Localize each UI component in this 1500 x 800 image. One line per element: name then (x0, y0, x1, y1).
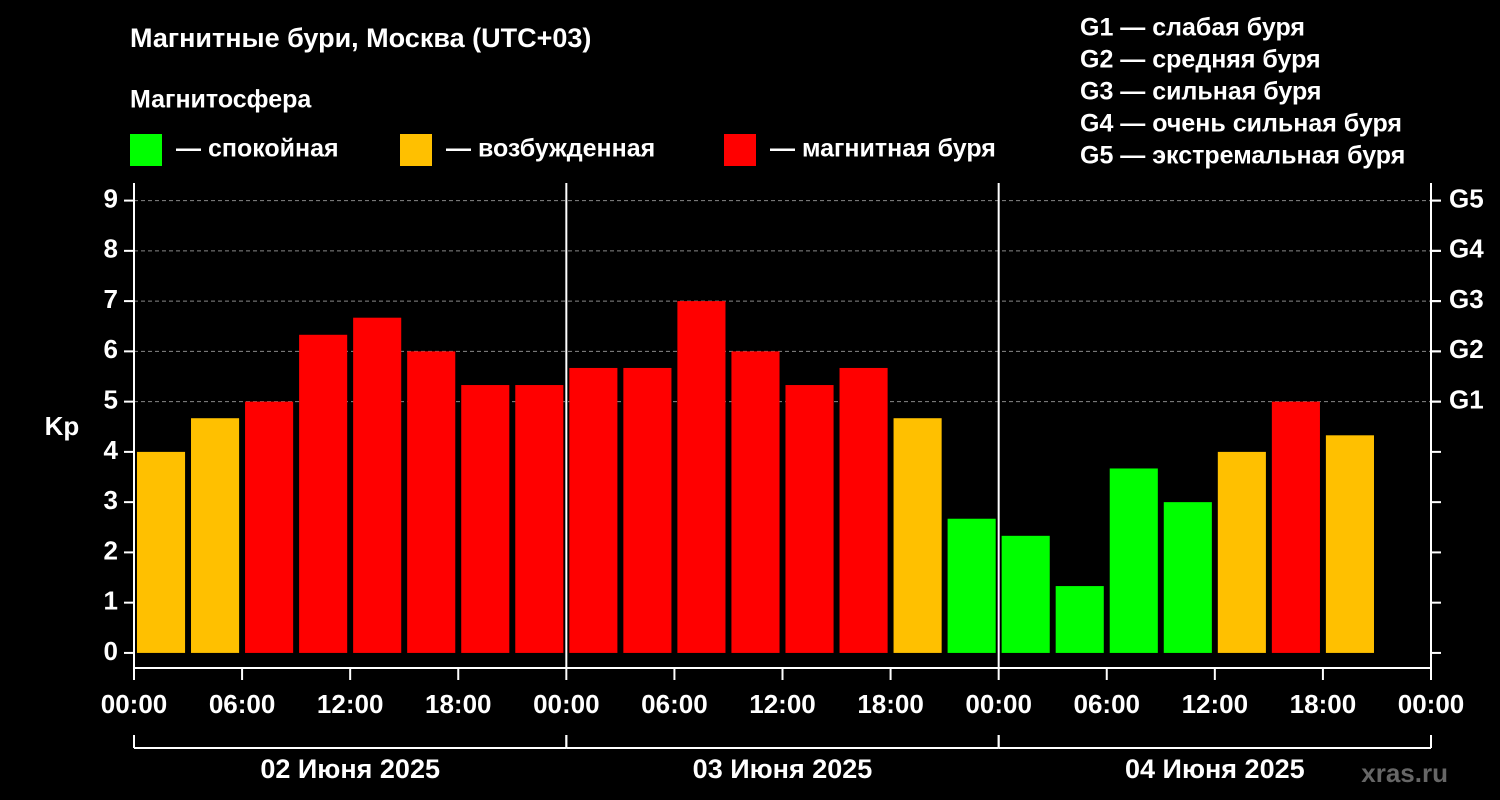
bar (461, 385, 510, 653)
bar (731, 351, 780, 653)
bar (1109, 468, 1158, 653)
storm-level: G4 — очень сильная буря (1080, 110, 1402, 138)
y-tick-label: 3 (104, 485, 118, 515)
x-tick-label: 12:00 (1182, 689, 1249, 719)
legend-swatch (724, 134, 756, 166)
y-tick-label: 2 (104, 535, 118, 565)
bar (677, 301, 726, 653)
x-tick-label: 12:00 (749, 689, 816, 719)
x-tick-label: 06:00 (641, 689, 708, 719)
storm-level: G3 — сильная буря (1080, 78, 1322, 106)
y-tick-label: 9 (104, 183, 118, 213)
x-tick-label: 18:00 (857, 689, 924, 719)
bar (1271, 401, 1320, 653)
x-tick-label: 12:00 (317, 689, 384, 719)
bar (947, 518, 996, 653)
y-tick-label: 1 (104, 586, 118, 616)
bar (893, 418, 942, 653)
bar (569, 367, 618, 653)
x-tick-label: 00:00 (1398, 689, 1465, 719)
bar (839, 367, 888, 653)
y-tick-label: 0 (104, 636, 118, 666)
x-tick-label: 06:00 (1074, 689, 1141, 719)
bar (1163, 502, 1212, 653)
y-tick-label: 7 (104, 284, 118, 314)
x-tick-label: 00:00 (965, 689, 1032, 719)
legend-label: — возбужденная (446, 135, 655, 163)
y2-tick-label: G2 (1449, 334, 1484, 364)
chart-title: Магнитные бури, Москва (UTC+03) (130, 23, 591, 53)
legend-swatch (130, 134, 162, 166)
storm-level: G5 — экстремальная буря (1080, 142, 1405, 170)
storm-level: G2 — средняя буря (1080, 46, 1321, 74)
y2-tick-label: G5 (1449, 183, 1484, 213)
watermark: xras.ru (1361, 758, 1448, 788)
x-tick-label: 00:00 (533, 689, 600, 719)
bar (515, 385, 564, 653)
bar (1055, 586, 1104, 653)
bar (191, 418, 240, 653)
y-tick-label: 5 (104, 385, 118, 415)
y-tick-label: 6 (104, 334, 118, 364)
legend-swatch (400, 134, 432, 166)
bar (136, 451, 186, 653)
day-label: 04 Июня 2025 (1125, 754, 1305, 784)
x-tick-label: 18:00 (425, 689, 492, 719)
y2-tick-label: G3 (1449, 284, 1484, 314)
legend-title: Магнитосфера (130, 86, 312, 114)
x-tick-label: 00:00 (101, 689, 168, 719)
bar (245, 401, 294, 653)
y-tick-label: 4 (104, 435, 119, 465)
y-axis-label: Kp (45, 411, 80, 441)
bar (1001, 535, 1050, 653)
bar (1217, 451, 1266, 653)
day-label: 02 Июня 2025 (260, 754, 440, 784)
day-label: 03 Июня 2025 (693, 754, 873, 784)
bar (407, 351, 456, 653)
bar (1325, 435, 1374, 653)
bar (623, 367, 672, 653)
storm-level: G1 — слабая буря (1080, 14, 1305, 42)
y-tick-label: 8 (104, 234, 118, 264)
legend-label: — магнитная буря (770, 135, 996, 163)
y2-tick-label: G1 (1449, 385, 1484, 415)
x-tick-label: 18:00 (1290, 689, 1357, 719)
x-tick-label: 06:00 (209, 689, 276, 719)
y2-tick-label: G4 (1449, 234, 1484, 264)
bar (785, 385, 834, 653)
bar (353, 317, 402, 653)
bar (299, 334, 348, 653)
legend-label: — спокойная (176, 135, 339, 163)
